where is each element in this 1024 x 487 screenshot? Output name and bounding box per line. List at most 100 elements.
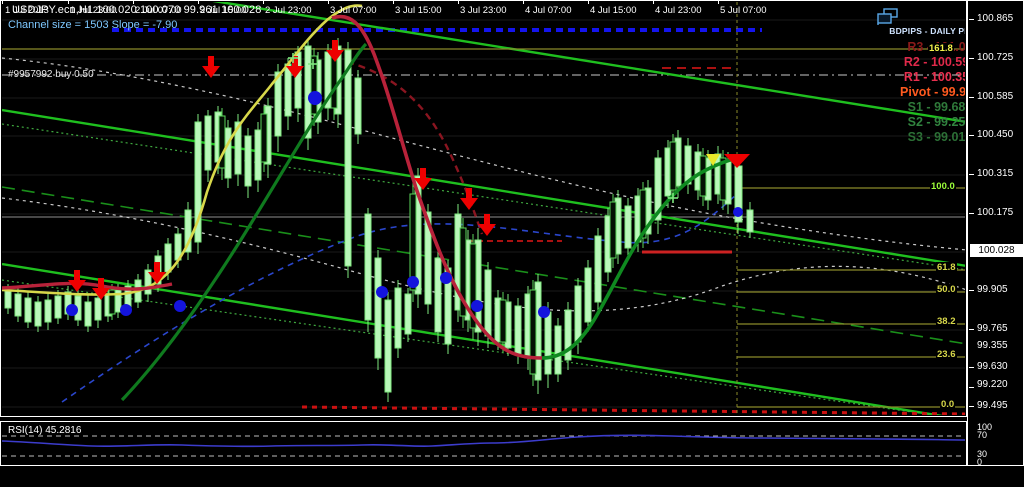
ma-green-rising-right xyxy=(541,156,739,360)
price-scale-pane[interactable]: 100.865 100.725 100.585 100.450 100.315 … xyxy=(967,0,1024,467)
time-label-3: 2 Jul 15:00 xyxy=(200,5,247,16)
time-label-5: 3 Jul 07:00 xyxy=(330,5,377,16)
channel-mid xyxy=(2,108,965,267)
price-tick-0: 100.865 xyxy=(977,13,1014,24)
fib-levels-group xyxy=(2,48,965,408)
pivot-row-s1: S1 - 99.683 xyxy=(907,99,965,114)
fib-label-23-6: 23.6 xyxy=(936,349,957,360)
window-stack-icon xyxy=(877,8,898,25)
fib-label-38-2: 38.2 xyxy=(936,316,957,327)
envelope-upper xyxy=(2,57,965,251)
order-ticket-label: #9957992 buy 0.50 xyxy=(8,69,94,80)
fib-label-0-0: 0.0 xyxy=(940,399,956,410)
red-lower-band xyxy=(301,405,965,415)
time-label-11: 5 Jul 07:00 xyxy=(720,5,767,16)
rsi-value-label: RSI(14) 45.2816 xyxy=(8,425,82,436)
scale-tickmark xyxy=(969,329,974,330)
daily-pivots-panel: BDPIPS - DAILY PIVOTS R3 - 101.02 R2 - 1… xyxy=(874,8,965,146)
price-tick-10: 99.355 xyxy=(977,340,1008,351)
rsi-tick-0: 0 xyxy=(977,457,983,467)
scale-tickmark xyxy=(969,367,974,368)
time-tickmark xyxy=(2,0,3,4)
scale-tickmark xyxy=(969,19,974,20)
price-chart-pane[interactable]: USDJPY.ecn,H1 100.020 100.070 99.961 100… xyxy=(0,0,967,417)
time-tickmark xyxy=(653,0,654,4)
scale-tickmark xyxy=(969,290,974,291)
pivot-row-r1: R1 - 100.352 xyxy=(903,69,965,84)
pivot-row-s2: S2 - 99.253 xyxy=(907,114,965,129)
price-tick-5: 100.175 xyxy=(977,207,1014,218)
current-price-label: 100.028 xyxy=(970,244,1023,257)
time-label-6: 3 Jul 15:00 xyxy=(395,5,442,16)
rsi-tick-70: 70 xyxy=(977,430,988,440)
symbol-ticker[interactable]: USDJPY.ecn,H1 100.020 100.070 99.961 100… xyxy=(8,4,261,16)
buy-markers xyxy=(66,91,743,318)
rsi-chart-svg xyxy=(2,423,965,464)
time-tickmark xyxy=(458,0,459,4)
time-label-0: 1 Jul 2013 xyxy=(5,5,49,16)
price-plot-area[interactable]: USDJPY.ecn,H1 100.020 100.070 99.961 100… xyxy=(2,2,965,415)
price-chart-svg xyxy=(2,2,965,415)
time-label-10: 4 Jul 23:00 xyxy=(655,5,702,16)
fib-label-61-8: 61.8 xyxy=(936,262,957,273)
rsi-tick-100: 100 xyxy=(977,422,993,432)
price-tick-4: 100.315 xyxy=(977,168,1014,179)
rsi-plot-area[interactable] xyxy=(2,423,965,464)
rsi-tick-30: 30 xyxy=(977,449,988,459)
scale-tickmark xyxy=(969,213,974,214)
time-tickmark xyxy=(588,0,589,4)
rsi-line xyxy=(2,434,965,448)
yellow-signal-arrow xyxy=(706,154,720,166)
channel-upper xyxy=(212,2,965,123)
rsi-indicator-pane[interactable] xyxy=(0,421,967,466)
fib-label-100-0: 100.0 xyxy=(930,181,956,192)
price-tick-6: 99.905 xyxy=(977,284,1008,295)
scale-tickmark xyxy=(969,58,974,59)
ma-yellow-segment xyxy=(2,4,363,296)
price-tick-11: 99.220 xyxy=(977,379,1008,390)
scale-tickmark xyxy=(969,387,974,388)
price-tick-8: 99.630 xyxy=(977,361,1008,372)
price-tick-9: 99.495 xyxy=(977,400,1008,411)
channel-info-label: Channel size = 1503 Slope = -7.90 xyxy=(8,19,178,31)
scale-tickmark xyxy=(969,97,974,98)
time-tickmark xyxy=(328,0,329,4)
channel-lower xyxy=(2,262,944,415)
fib-label-161-8: 161.8 xyxy=(928,43,954,54)
envelope-lower xyxy=(2,197,965,312)
ma-green-rising-left xyxy=(120,42,368,402)
ma-red-main xyxy=(331,14,543,360)
pivot-row-r2: R2 - 100.591 xyxy=(903,54,965,69)
time-label-8: 4 Jul 07:00 xyxy=(525,5,572,16)
time-tickmark xyxy=(68,0,69,4)
time-label-1: 1 Jul 23:00 xyxy=(70,5,117,16)
scale-tickmark xyxy=(969,174,974,175)
time-tickmark xyxy=(198,0,199,4)
sell-arrows xyxy=(68,40,750,300)
price-tick-7: 99.765 xyxy=(977,323,1008,334)
red-dashed-curve xyxy=(346,60,484,235)
scale-tickmark xyxy=(969,135,974,136)
fib-label-50-0: 50.0 xyxy=(936,284,957,295)
pivot-row-pivot: Pivot - 99.922 xyxy=(900,84,965,99)
time-tickmark xyxy=(523,0,524,4)
price-tick-1: 100.725 xyxy=(977,52,1014,63)
pivots-title: BDPIPS - DAILY PIVOTS xyxy=(889,26,965,36)
scale-tickmark xyxy=(969,406,974,407)
time-tickmark xyxy=(393,0,394,4)
time-label-9: 4 Jul 15:00 xyxy=(590,5,637,16)
time-axis-pane[interactable]: 1 Jul 2013 1 Jul 23:00 2 Jul 07:00 2 Jul… xyxy=(0,0,1024,21)
pivot-row-s3: S3 - 99.014 xyxy=(907,129,965,144)
time-tickmark xyxy=(263,0,264,4)
symbol-ohlc-text: USDJPY.ecn,H1 100.020 100.070 99.961 100… xyxy=(12,4,262,16)
time-tickmark xyxy=(718,0,719,4)
cross-markers xyxy=(288,53,678,203)
time-label-4: 2 Jul 23:00 xyxy=(265,5,312,16)
price-tick-3: 100.450 xyxy=(977,129,1014,140)
time-label-2: 2 Jul 07:00 xyxy=(135,5,182,16)
time-label-7: 3 Jul 23:00 xyxy=(460,5,507,16)
price-tick-2: 100.585 xyxy=(977,91,1014,102)
channel-inner-dashed xyxy=(2,186,965,345)
time-tickmark xyxy=(133,0,134,4)
